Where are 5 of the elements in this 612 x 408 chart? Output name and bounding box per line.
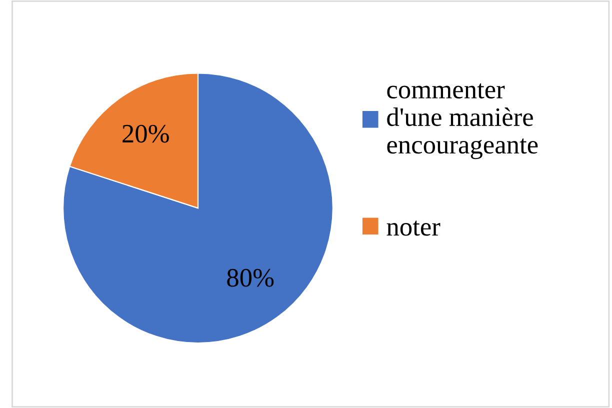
legend-label: commenter d'une manière encourageante [387, 83, 538, 160]
data-label: 20% [122, 124, 169, 143]
legend-label: noter [386, 220, 440, 236]
pie-slice [62, 72, 334, 344]
data-label: 80% [227, 268, 274, 287]
